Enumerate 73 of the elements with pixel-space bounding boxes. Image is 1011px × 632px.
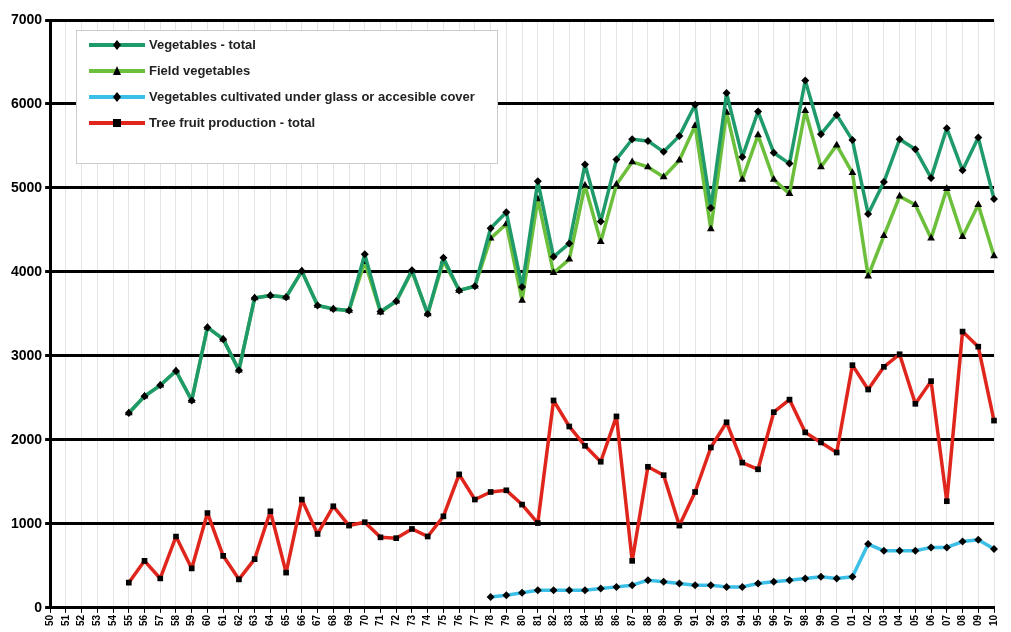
- x-tick-label: 05: [909, 614, 921, 626]
- x-tick-label: 07: [940, 614, 952, 626]
- x-tick-label: 60: [201, 614, 213, 626]
- x-tick-label: 80: [515, 614, 527, 626]
- x-tick-label: 50: [43, 614, 55, 626]
- x-tick-label: 74: [421, 614, 433, 626]
- x-tick-label: 06: [924, 614, 936, 626]
- x-tick-label: 88: [641, 614, 653, 626]
- x-tick-label: 62: [232, 614, 244, 626]
- x-tick-label: 72: [389, 614, 401, 626]
- x-tick-label: 82: [547, 614, 559, 626]
- x-tick-label: 94: [736, 614, 748, 626]
- x-tick-label: 93: [720, 614, 732, 626]
- x-tick-label: 53: [91, 614, 103, 626]
- x-tick-label: 55: [122, 614, 134, 626]
- x-tick-label: 51: [59, 614, 71, 626]
- x-tick-label: 64: [264, 614, 276, 626]
- x-tick-label: 89: [657, 614, 669, 626]
- x-tick-label: 98: [798, 614, 810, 626]
- x-tick-label: 78: [484, 614, 496, 626]
- x-tick-label: 56: [138, 614, 150, 626]
- x-tick-label: 77: [468, 614, 480, 626]
- x-tick-label: 73: [405, 614, 417, 626]
- y-tick-label: 7000: [10, 10, 43, 27]
- x-tick-label: 97: [783, 614, 795, 626]
- x-tick-label: 84: [578, 614, 590, 626]
- y-tick-label: 5000: [10, 178, 43, 195]
- legend-label: Vegetables cultivated under glass or accesible cover: [149, 89, 475, 105]
- x-tick-label: 09: [972, 614, 984, 626]
- x-tick-label: 61: [216, 614, 228, 626]
- y-tick-label: 6000: [10, 94, 43, 111]
- x-tick-label: 01: [846, 614, 858, 626]
- x-tick-label: 68: [327, 614, 339, 626]
- x-tick-label: 03: [877, 614, 889, 626]
- x-tick-label: 52: [75, 614, 87, 626]
- x-tick-label: 70: [358, 614, 370, 626]
- y-tick-label: 4000: [10, 262, 43, 279]
- x-tick-label: 86: [610, 614, 622, 626]
- x-tick-label: 96: [767, 614, 779, 626]
- x-tick-label: 79: [500, 614, 512, 626]
- x-tick-label: 08: [956, 614, 968, 626]
- x-tick-label: 81: [531, 614, 543, 626]
- x-tick-label: 63: [248, 614, 260, 626]
- x-tick-label: 00: [830, 614, 842, 626]
- y-tick-label: 3000: [10, 346, 43, 363]
- x-tick-label: 10: [987, 614, 999, 626]
- x-tick-label: 87: [625, 614, 637, 626]
- x-tick-label: 58: [169, 614, 181, 626]
- x-tick-label: 99: [814, 614, 826, 626]
- x-tick-label: 95: [751, 614, 763, 626]
- x-tick-label: 67: [311, 614, 323, 626]
- legend-label: Tree fruit production - total: [149, 115, 316, 131]
- x-tick-label: 76: [452, 614, 464, 626]
- x-tick-label: 92: [704, 614, 716, 626]
- legend-label: Vegetables - total: [149, 37, 256, 53]
- legend-label: Field vegetables: [149, 63, 251, 79]
- x-tick-label: 65: [279, 614, 291, 626]
- x-tick-label: 91: [688, 614, 700, 626]
- x-tick-label: 85: [594, 614, 606, 626]
- x-tick-label: 69: [342, 614, 354, 626]
- x-tick-label: 90: [673, 614, 685, 626]
- x-tick-label: 02: [861, 614, 873, 626]
- x-tick-label: 71: [374, 614, 386, 626]
- y-tick-label: 0: [34, 598, 43, 615]
- y-tick-label: 2000: [10, 430, 43, 447]
- x-tick-label: 59: [185, 614, 197, 626]
- x-tick-label: 57: [154, 614, 166, 626]
- x-tick-label: 66: [295, 614, 307, 626]
- x-tick-label: 75: [437, 614, 449, 626]
- x-tick-label: 54: [106, 614, 118, 626]
- x-tick-label: 04: [893, 614, 905, 626]
- y-tick-label: 1000: [10, 514, 43, 531]
- x-tick-label: 83: [563, 614, 575, 626]
